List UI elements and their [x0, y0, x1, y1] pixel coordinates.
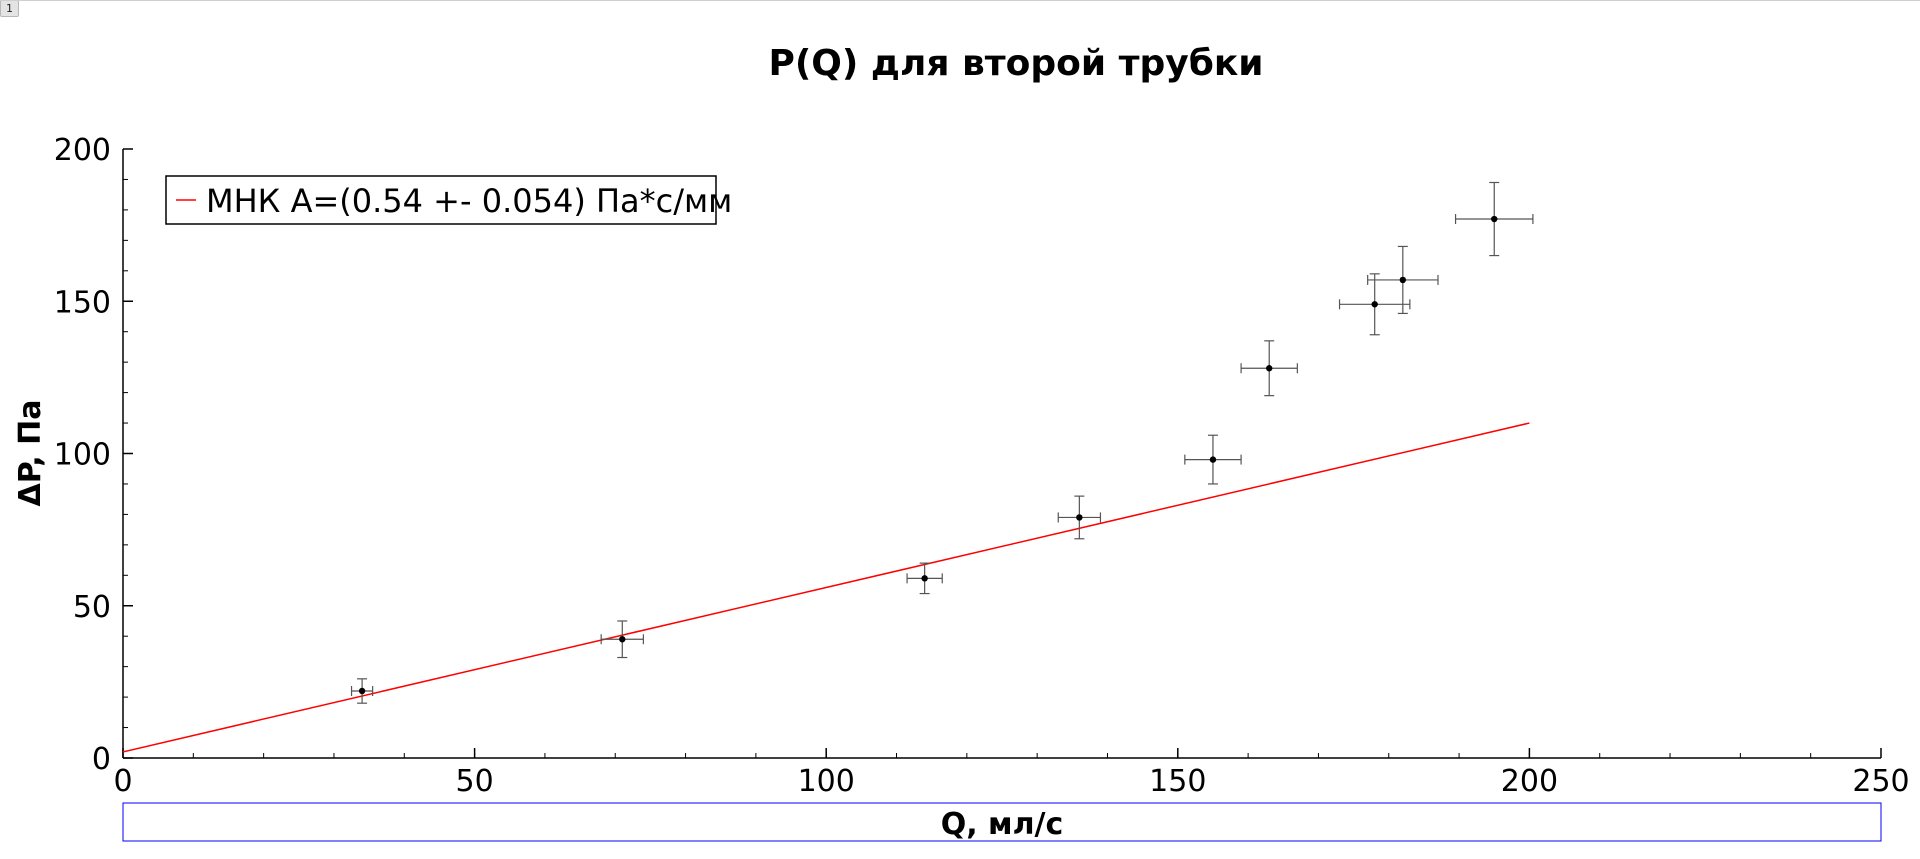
- chart-title: P(Q) для второй трубки: [768, 43, 1263, 84]
- data-point: [1240, 340, 1298, 397]
- point-marker: [1076, 514, 1083, 521]
- x-tick-label: 0: [113, 764, 132, 799]
- chart-axes: 0 50 100 150 200 250 0 50 100 150 200: [54, 133, 1910, 799]
- point-marker: [619, 636, 626, 643]
- legend-box: [165, 175, 717, 225]
- fit-layer: [122, 422, 1530, 753]
- data-point: [600, 620, 644, 659]
- x-tick-label: 150: [1149, 764, 1206, 799]
- y-tick-label: 0: [92, 742, 111, 777]
- legend: МНК A=(0.54 +- 0.054) Па*с/мм: [165, 175, 732, 225]
- data-point: [1454, 181, 1534, 257]
- y-tick-label: 50: [73, 590, 111, 625]
- x-tick-label: 50: [456, 764, 494, 799]
- points-layer: [350, 181, 1534, 704]
- data-point: [906, 562, 943, 595]
- point-marker: [1266, 365, 1273, 372]
- y-tick-label: 150: [54, 285, 111, 320]
- x-axis-label: Q, мл/с: [941, 807, 1064, 842]
- point-marker: [1491, 215, 1498, 223]
- data-point: [1338, 273, 1411, 336]
- data-point: [350, 678, 374, 704]
- data-point: [1367, 245, 1439, 315]
- point-marker: [358, 687, 366, 695]
- data-point: [1184, 434, 1242, 485]
- x-tick-label: 200: [1501, 764, 1558, 799]
- point-marker: [1209, 456, 1217, 463]
- x-axis-label-box: [122, 802, 1882, 842]
- y-tick-label: 100: [54, 438, 111, 473]
- y-axis-label: ΔP, Па: [13, 400, 48, 507]
- top-divider: [0, 0, 1920, 1]
- point-marker: [1399, 276, 1407, 284]
- legend-label-fit: МНК A=(0.54 +- 0.054) Па*с/мм: [206, 182, 732, 220]
- page-tab-label: 1: [6, 2, 13, 15]
- y-tick-label: 200: [54, 133, 111, 168]
- point-marker: [1371, 301, 1378, 308]
- fit-line: [122, 422, 1530, 753]
- data-point: [1057, 495, 1102, 540]
- x-tick-label: 250: [1852, 764, 1909, 799]
- point-marker: [921, 575, 928, 582]
- x-tick-label: 100: [798, 764, 855, 799]
